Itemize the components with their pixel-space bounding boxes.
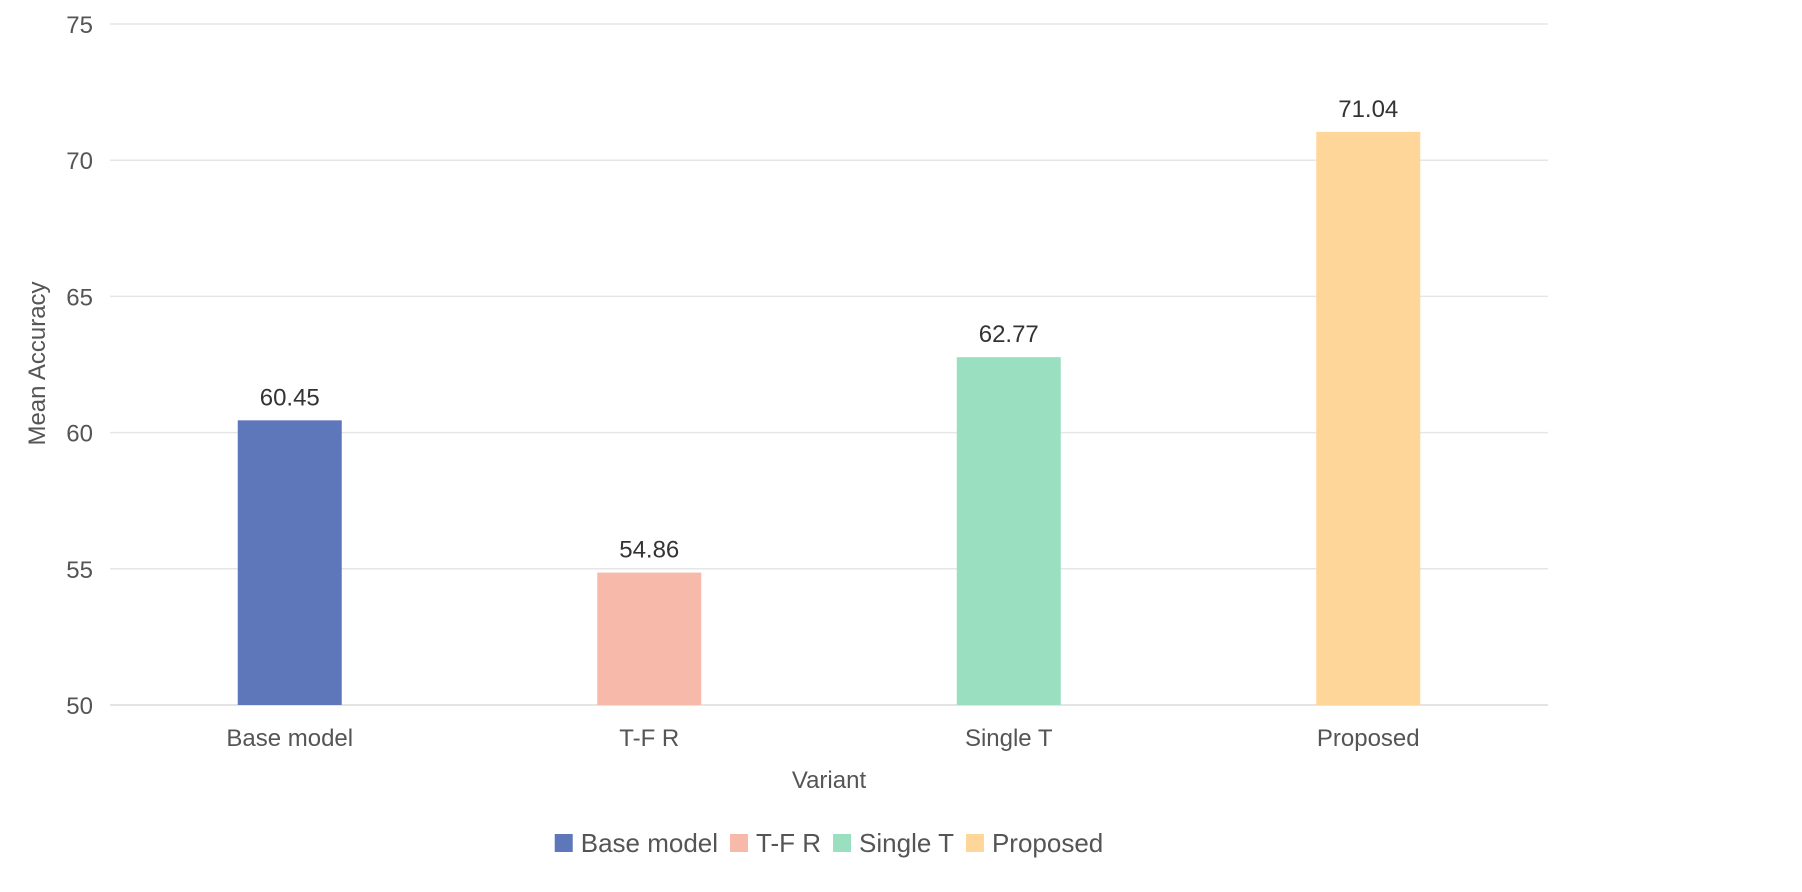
legend-item-proposed: Proposed (965, 828, 1103, 858)
data-label: 71.04 (1338, 96, 1398, 123)
legend-item-t-f-r: T-F R (730, 828, 821, 858)
bar-t-f-r (597, 572, 702, 705)
y-tick-label: 75 (66, 12, 93, 39)
x-tick-label: T-F R (619, 725, 679, 752)
legend-swatch (554, 834, 573, 852)
data-label: 54.86 (619, 537, 679, 564)
x-axis-title: Variant (792, 767, 867, 794)
legend-label: Single T (859, 828, 954, 858)
x-tick-label: Proposed (1317, 725, 1420, 752)
legend-item-base-model: Base model (554, 828, 718, 858)
data-label: 62.77 (979, 321, 1039, 348)
y-tick-label: 60 (66, 421, 93, 448)
legend-swatch (730, 834, 749, 852)
y-tick-label: 70 (66, 148, 93, 175)
y-tick-label: 50 (66, 693, 93, 720)
bar-single-t (956, 357, 1061, 705)
gridlines (110, 23, 1548, 706)
legend-label: Base model (581, 828, 718, 858)
bar-proposed (1316, 131, 1421, 705)
bar-base-model (237, 420, 342, 705)
legend-label: Proposed (992, 828, 1103, 858)
legend-label: T-F R (756, 828, 821, 858)
legend-swatch (965, 834, 984, 852)
bars: 60.45 54.86 62.77 71.04 (237, 96, 1421, 705)
x-axis-ticks: Base model T-F R Single T Proposed (226, 725, 1419, 752)
x-tick-label: Base model (226, 725, 353, 752)
legend: Base model T-F R Single T Proposed (554, 828, 1103, 858)
y-tick-label: 65 (66, 284, 93, 311)
y-axis-ticks: 50 55 60 65 70 75 (66, 12, 93, 720)
legend-swatch (833, 834, 852, 852)
data-label: 60.45 (260, 384, 320, 411)
y-tick-label: 55 (66, 557, 93, 584)
legend-item-single-t: Single T (833, 828, 954, 858)
y-axis-title: Mean Accuracy (24, 281, 51, 445)
x-tick-label: Single T (965, 725, 1053, 752)
